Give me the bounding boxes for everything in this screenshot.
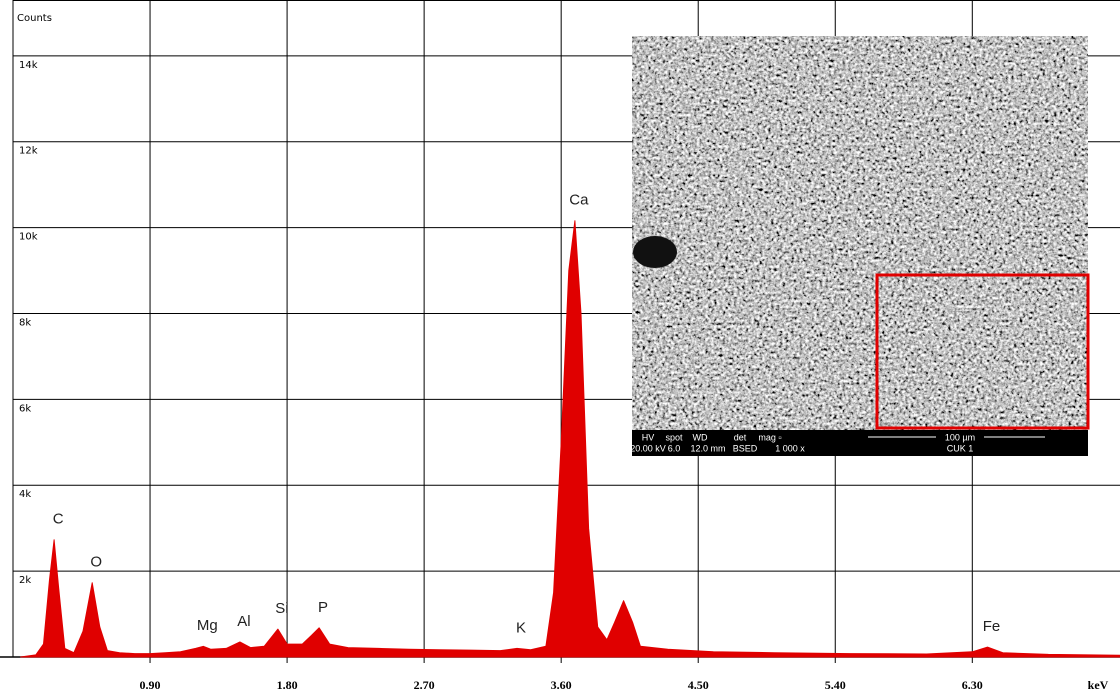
spectrum <box>20 220 1120 658</box>
x-tick-label: 5.40 <box>825 678 846 692</box>
inset-setting: 1 000 x <box>775 443 805 453</box>
inset-setting: 20.00 kV <box>630 443 666 453</box>
peak-label: O <box>90 554 102 571</box>
y-tick-label: 6k <box>19 403 31 414</box>
y-axis-label: Counts <box>17 13 52 24</box>
inset-setting: 12.0 mm <box>690 443 725 453</box>
inset-setting: BSED <box>733 443 758 453</box>
inset-header: mag ▫ <box>758 432 781 442</box>
y-tick-label: 12k <box>19 146 38 157</box>
peak-label: Fe <box>983 618 1001 635</box>
x-tick-label: 2.70 <box>414 678 435 692</box>
peak-label: Al <box>237 613 250 630</box>
peak-label: C <box>53 511 64 528</box>
sem-inset: HV spot WD det mag ▫ 20.00 kV 6.0 12.0 mm BSED 1 … <box>630 36 1090 456</box>
inset-scale: 100 µm <box>945 432 975 442</box>
y-tick-label: 10k <box>19 232 38 243</box>
inset-header: WD <box>693 432 708 442</box>
info-bar <box>632 430 1088 456</box>
x-tick-label: 4.50 <box>688 678 709 692</box>
sem-feature <box>633 236 677 268</box>
x-tick-label: 0.90 <box>140 678 161 692</box>
y-tick-label: 4k <box>19 489 31 500</box>
x-tick-label: 3.60 <box>551 678 572 692</box>
inset-setting: 6.0 <box>668 443 681 453</box>
x-axis-label: keV <box>1088 678 1109 692</box>
x-tick-label: 6.30 <box>962 678 983 692</box>
inset-header: spot <box>665 432 683 442</box>
sem-image <box>632 36 1088 430</box>
peak-label: Si <box>275 600 288 617</box>
inset-header: HV <box>642 432 655 442</box>
x-tick-label: 1.80 <box>277 678 298 692</box>
y-tick-label: 14k <box>19 60 38 71</box>
peak-label: K <box>516 619 526 636</box>
y-tick-label: 2k <box>19 575 31 586</box>
inset-sample: CUK 1 <box>947 443 974 453</box>
peak-label: Ca <box>569 192 589 209</box>
inset-header: det <box>734 432 747 442</box>
scale-bg <box>936 432 984 442</box>
peak-label: Mg <box>197 617 218 634</box>
peak-label: P <box>318 599 328 616</box>
selected-region <box>875 273 1090 430</box>
y-tick-label: 8k <box>19 317 31 328</box>
